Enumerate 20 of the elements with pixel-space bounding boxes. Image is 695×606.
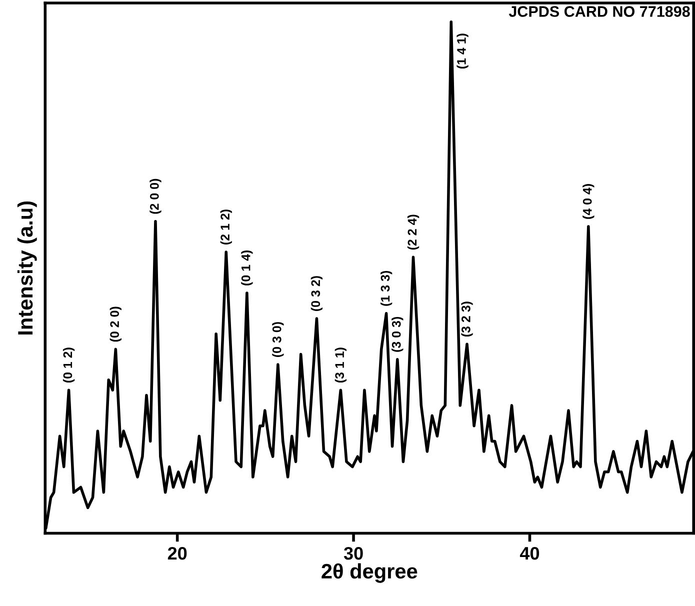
x-tick-label: 30: [344, 546, 363, 560]
x-tick-label: 40: [520, 546, 540, 560]
annotation: (1 4 1): [456, 34, 468, 69]
x-tick-label: 20: [168, 546, 187, 560]
annotation: (2 0 0): [150, 178, 162, 214]
annotation: (2 1 2): [220, 210, 232, 244]
annotation: (1 3 3): [380, 270, 392, 306]
annotation: (4 0 4): [582, 184, 594, 219]
annotation: (3 1 1): [334, 348, 346, 383]
annotation: (2 2 4): [407, 214, 420, 250]
annotation: (3 2 3): [461, 302, 473, 337]
annotation: (0 3 2): [310, 276, 323, 311]
annotation: (3 0 3): [392, 316, 404, 352]
annotation: (0 1 2): [62, 348, 75, 383]
annotation: (0 1 4): [241, 250, 253, 286]
x-axis-title: 2θ degree: [322, 563, 418, 583]
annotation: (0 2 0): [110, 306, 122, 342]
y-axis-title: Intensity (a.u): [17, 201, 37, 334]
annotation: (0 3 0): [272, 322, 284, 357]
text: JCPDS CARD NO 771898: [508, 6, 690, 17]
